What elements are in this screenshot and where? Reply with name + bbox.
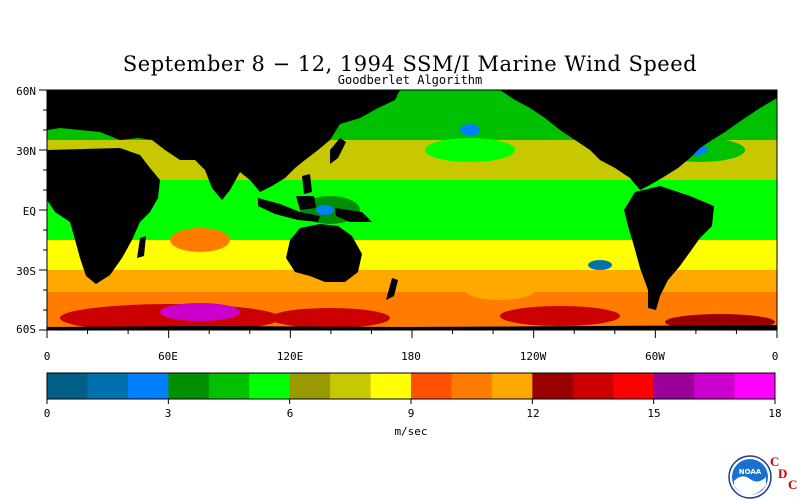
patch-low-4 xyxy=(316,205,334,215)
land-south-america xyxy=(624,186,714,310)
patch-southern-high-3 xyxy=(500,306,620,326)
colorbar-swatch xyxy=(411,373,452,399)
lat-ticks xyxy=(39,89,47,331)
patch-southern-peak xyxy=(160,303,240,321)
lat-label-30n: 30N xyxy=(16,145,36,158)
colorbar-swatch xyxy=(87,373,129,399)
land-antarctica xyxy=(47,325,777,330)
lon-label-0: 0 xyxy=(43,350,51,363)
map-field xyxy=(47,90,777,330)
colorbar-swatch xyxy=(208,373,250,399)
land-north-america xyxy=(500,90,777,190)
lon-label-60e: 60E xyxy=(158,350,178,363)
colorbar-swatch xyxy=(47,373,88,399)
land-africa xyxy=(47,148,160,284)
cdc-letter-c1: C xyxy=(770,454,780,469)
band-south-mid xyxy=(47,270,777,292)
land-indonesia xyxy=(258,198,320,222)
colorbar-label-12: 12 xyxy=(526,407,540,420)
lon-label-60w: 60W xyxy=(645,350,665,363)
colorbar-swatch xyxy=(572,373,614,399)
colorbar-swatch xyxy=(734,373,776,399)
colorbar-swatch xyxy=(289,373,331,399)
land-new-zealand xyxy=(386,278,398,300)
colorbar-swatch xyxy=(532,373,574,399)
colorbar xyxy=(47,373,776,399)
cdc-letter-c2: C xyxy=(788,477,798,492)
colorbar-swatch xyxy=(249,373,291,399)
lon-ticks xyxy=(46,330,778,338)
patch-low-3 xyxy=(460,124,480,136)
land-new-guinea xyxy=(335,208,372,222)
colorbar-swatch xyxy=(127,373,169,399)
colorbar-ticks xyxy=(46,399,776,404)
noaa-logo-text: NOAA xyxy=(739,468,762,476)
land-madagascar xyxy=(137,236,146,258)
landmasses xyxy=(47,90,777,330)
lon-label-0-east: 0 xyxy=(771,350,779,363)
land-australia xyxy=(286,224,362,282)
colorbar-swatch xyxy=(451,373,493,399)
land-japan xyxy=(330,138,346,164)
land-philippines xyxy=(302,174,312,194)
noaa-logo: NOAA xyxy=(728,455,772,499)
colorbar-label-18: 18 xyxy=(768,407,782,420)
colorbar-label-15: 15 xyxy=(647,407,661,420)
colorbar-swatch xyxy=(330,373,372,399)
land-greenland xyxy=(700,90,770,112)
colorbar-label-6: 6 xyxy=(286,407,294,420)
lon-label-120e: 120E xyxy=(276,350,304,363)
lat-label-60n: 60N xyxy=(16,85,36,98)
patch-north-pacific-calm xyxy=(425,138,515,162)
cdc-letter-d: D xyxy=(778,466,788,481)
patch-south-pacific xyxy=(465,280,535,300)
patch-low-1 xyxy=(588,260,612,270)
map-subtitle: Goodberlet Algorithm xyxy=(337,73,483,87)
lat-label-30s: 30S xyxy=(16,265,36,278)
colorbar-units: m/sec xyxy=(394,425,428,438)
map-title: September 8 − 12, 1994 SSM/I Marine Wind… xyxy=(122,52,698,76)
lat-label-60s: 60S xyxy=(16,323,36,336)
colorbar-swatch xyxy=(613,373,655,399)
lon-label-120w: 120W xyxy=(519,350,547,363)
colorbar-swatch xyxy=(694,373,736,399)
lat-label-eq: EQ xyxy=(22,205,36,218)
patch-southern-high-2 xyxy=(270,308,390,328)
patch-indian-ocean xyxy=(170,228,230,252)
colorbar-swatch xyxy=(168,373,210,399)
land-eurasia xyxy=(47,90,400,200)
lon-label-180: 180 xyxy=(401,350,421,363)
colorbar-swatch xyxy=(491,373,533,399)
colorbar-swatch xyxy=(370,373,412,399)
colorbar-label-9: 9 xyxy=(407,407,415,420)
colorbar-swatch xyxy=(653,373,695,399)
colorbar-label-0: 0 xyxy=(43,407,51,420)
colorbar-label-3: 3 xyxy=(164,407,172,420)
land-borneo xyxy=(296,196,316,210)
